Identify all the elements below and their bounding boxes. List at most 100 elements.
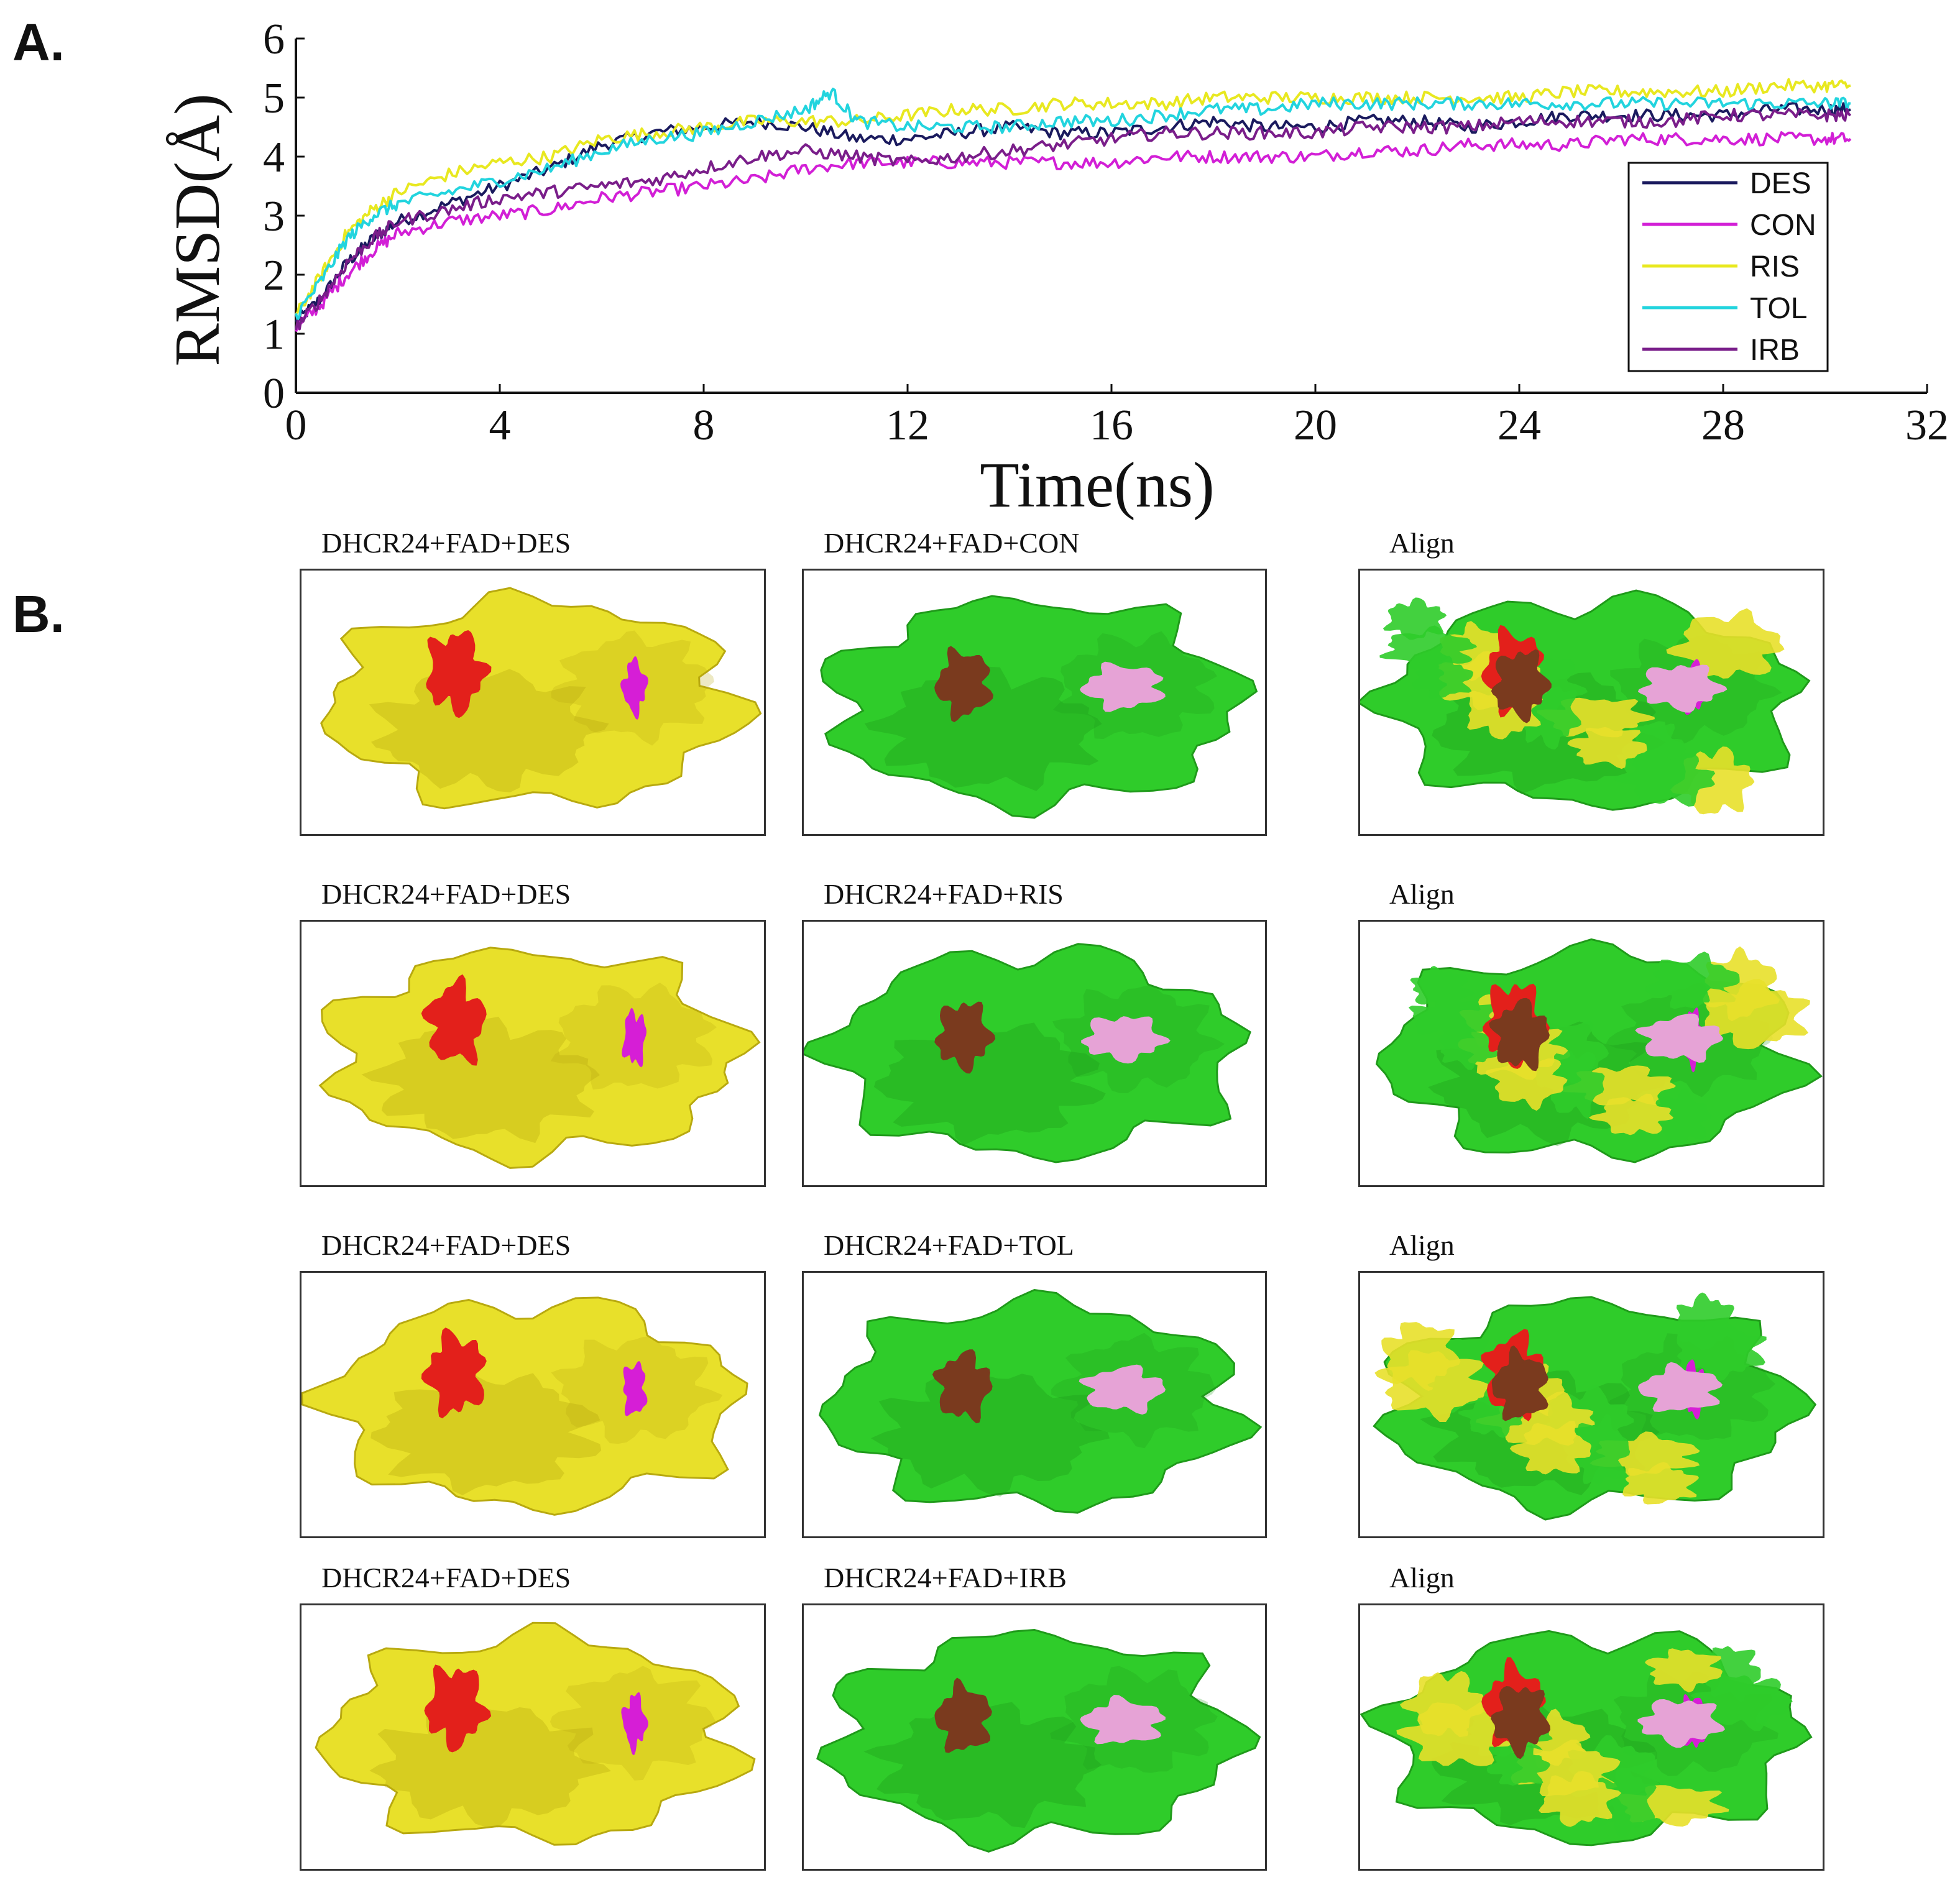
mid-structure-panel bbox=[802, 1271, 1267, 1538]
legend-label-tol: TOL bbox=[1750, 292, 1807, 325]
x-tick-label: 20 bbox=[1294, 401, 1337, 449]
aligned-surface-patch bbox=[1677, 1323, 1767, 1382]
mid-panel-title: DHCR24+FAD+IRB bbox=[824, 1562, 1067, 1594]
x-tick-label: 8 bbox=[693, 401, 715, 449]
fad-site bbox=[934, 1677, 992, 1753]
x-tick-label: 24 bbox=[1498, 401, 1541, 449]
fad-site bbox=[1489, 998, 1550, 1071]
fad-site bbox=[421, 1328, 487, 1419]
fad-site bbox=[421, 974, 487, 1066]
right-structure-panel bbox=[1358, 569, 1824, 836]
fad-site bbox=[1491, 1345, 1548, 1421]
aligned-surface-patch bbox=[1438, 1026, 1499, 1070]
aligned-surface-patch bbox=[1519, 680, 1581, 750]
ligand-site bbox=[1080, 1694, 1166, 1745]
fad-site bbox=[1491, 649, 1552, 723]
right-panel-title: Align bbox=[1389, 527, 1455, 559]
x-tick-label: 4 bbox=[489, 401, 511, 449]
fad-site bbox=[424, 1664, 492, 1753]
aligned-surface-patch bbox=[1690, 1675, 1793, 1731]
aligned-surface-patch bbox=[1379, 625, 1478, 670]
protein-shadow bbox=[369, 1706, 611, 1828]
right-structure-panel bbox=[1358, 1271, 1824, 1538]
aligned-surface-patch bbox=[1622, 1462, 1700, 1505]
fad-site bbox=[932, 1349, 993, 1424]
protein-shadow bbox=[873, 1017, 1106, 1145]
y-tick-label: 5 bbox=[263, 75, 285, 122]
protein-shadow bbox=[871, 1374, 1110, 1497]
mid-panel-title: DHCR24+FAD+CON bbox=[824, 527, 1080, 559]
protein-surface bbox=[301, 1296, 748, 1516]
panel-a-label: A. bbox=[12, 13, 65, 71]
ligand-site bbox=[620, 656, 648, 720]
ligand-site bbox=[1637, 1362, 1723, 1413]
mid-structure-panel bbox=[802, 569, 1267, 836]
aligned-surface-patch bbox=[1412, 656, 1474, 699]
aligned-surface-patch bbox=[1374, 1350, 1489, 1423]
right-structure-panel bbox=[1358, 1603, 1824, 1871]
aligned-surface-patch bbox=[1538, 1771, 1622, 1827]
left-panel-title: DHCR24+FAD+DES bbox=[321, 878, 571, 910]
protein-surface bbox=[820, 595, 1258, 819]
left-structure-panel bbox=[300, 569, 766, 836]
legend-label-irb: IRB bbox=[1750, 334, 1800, 367]
series-line-irb bbox=[295, 108, 1852, 331]
right-structure-panel bbox=[1358, 920, 1824, 1187]
series-line-con bbox=[295, 131, 1852, 333]
x-tick-label: 16 bbox=[1090, 401, 1133, 449]
chart-labels: Time(ns) RMSD(Å) bbox=[162, 93, 1215, 521]
left-structure-panel bbox=[300, 1603, 766, 1871]
y-tick-label: 2 bbox=[263, 252, 285, 300]
protein-surface-render bbox=[320, 587, 762, 810]
series-line-ris bbox=[295, 78, 1851, 316]
ligand-site bbox=[1637, 664, 1728, 713]
protein-shadow bbox=[369, 669, 609, 792]
protein-surface-render bbox=[820, 595, 1258, 819]
protein-surface bbox=[816, 1628, 1261, 1853]
protein-surface-render bbox=[301, 1296, 748, 1516]
protein-surface-render bbox=[1375, 938, 1823, 1163]
ligand-site bbox=[1081, 1016, 1171, 1064]
mid-panel-title: DHCR24+FAD+TOL bbox=[824, 1229, 1074, 1261]
ligand-site bbox=[623, 1361, 648, 1416]
protein-surface-render bbox=[1373, 1292, 1817, 1521]
right-panel-title: Align bbox=[1389, 1229, 1455, 1261]
right-panel-title: Align bbox=[1389, 1562, 1455, 1594]
ligand-site bbox=[1080, 661, 1166, 712]
mid-panel-title: DHCR24+FAD+RIS bbox=[824, 878, 1064, 910]
protein-shadow bbox=[863, 1702, 1102, 1828]
aligned-surface-patch bbox=[1410, 965, 1475, 1011]
fad-site bbox=[1491, 1686, 1551, 1759]
aligned-surface-patch bbox=[1567, 727, 1647, 769]
x-tick-label: 32 bbox=[1905, 401, 1949, 449]
aligned-surface-patch bbox=[1408, 996, 1506, 1039]
protein-surface-render bbox=[318, 947, 761, 1169]
protein-surface bbox=[318, 947, 761, 1169]
panel-b-label: B. bbox=[12, 585, 65, 643]
aligned-surface-patch bbox=[1486, 1745, 1551, 1786]
chart-legend: DES CON RIS TOL IRB bbox=[1627, 162, 1829, 372]
y-tick-label: 3 bbox=[263, 193, 285, 241]
ligand-site bbox=[622, 1007, 646, 1068]
x-tick-label: 0 bbox=[285, 401, 307, 449]
aligned-surface-patch bbox=[1613, 753, 1716, 807]
protein-surface bbox=[818, 1288, 1263, 1514]
protein-shadow bbox=[361, 1016, 600, 1144]
x-axis-label: Time(ns) bbox=[980, 449, 1215, 521]
ligand-site bbox=[621, 1692, 648, 1756]
left-panel-title: DHCR24+FAD+DES bbox=[321, 1229, 571, 1261]
y-tick-label: 4 bbox=[263, 134, 285, 181]
series-line-tol bbox=[295, 88, 1851, 321]
protein-shadow bbox=[370, 1367, 602, 1495]
protein-surface-render bbox=[816, 1628, 1261, 1853]
aligned-surface-patch bbox=[1509, 1421, 1592, 1475]
left-panel-title: DHCR24+FAD+DES bbox=[321, 1562, 571, 1594]
aligned-surface-patch bbox=[1566, 1414, 1631, 1485]
left-structure-panel bbox=[300, 1271, 766, 1538]
protein-surface-render bbox=[315, 1621, 756, 1846]
legend-label-des: DES bbox=[1750, 167, 1811, 200]
aligned-surface-patch bbox=[1485, 1053, 1568, 1111]
x-tick-label: 12 bbox=[886, 401, 929, 449]
legend-label-ris: RIS bbox=[1750, 250, 1800, 283]
